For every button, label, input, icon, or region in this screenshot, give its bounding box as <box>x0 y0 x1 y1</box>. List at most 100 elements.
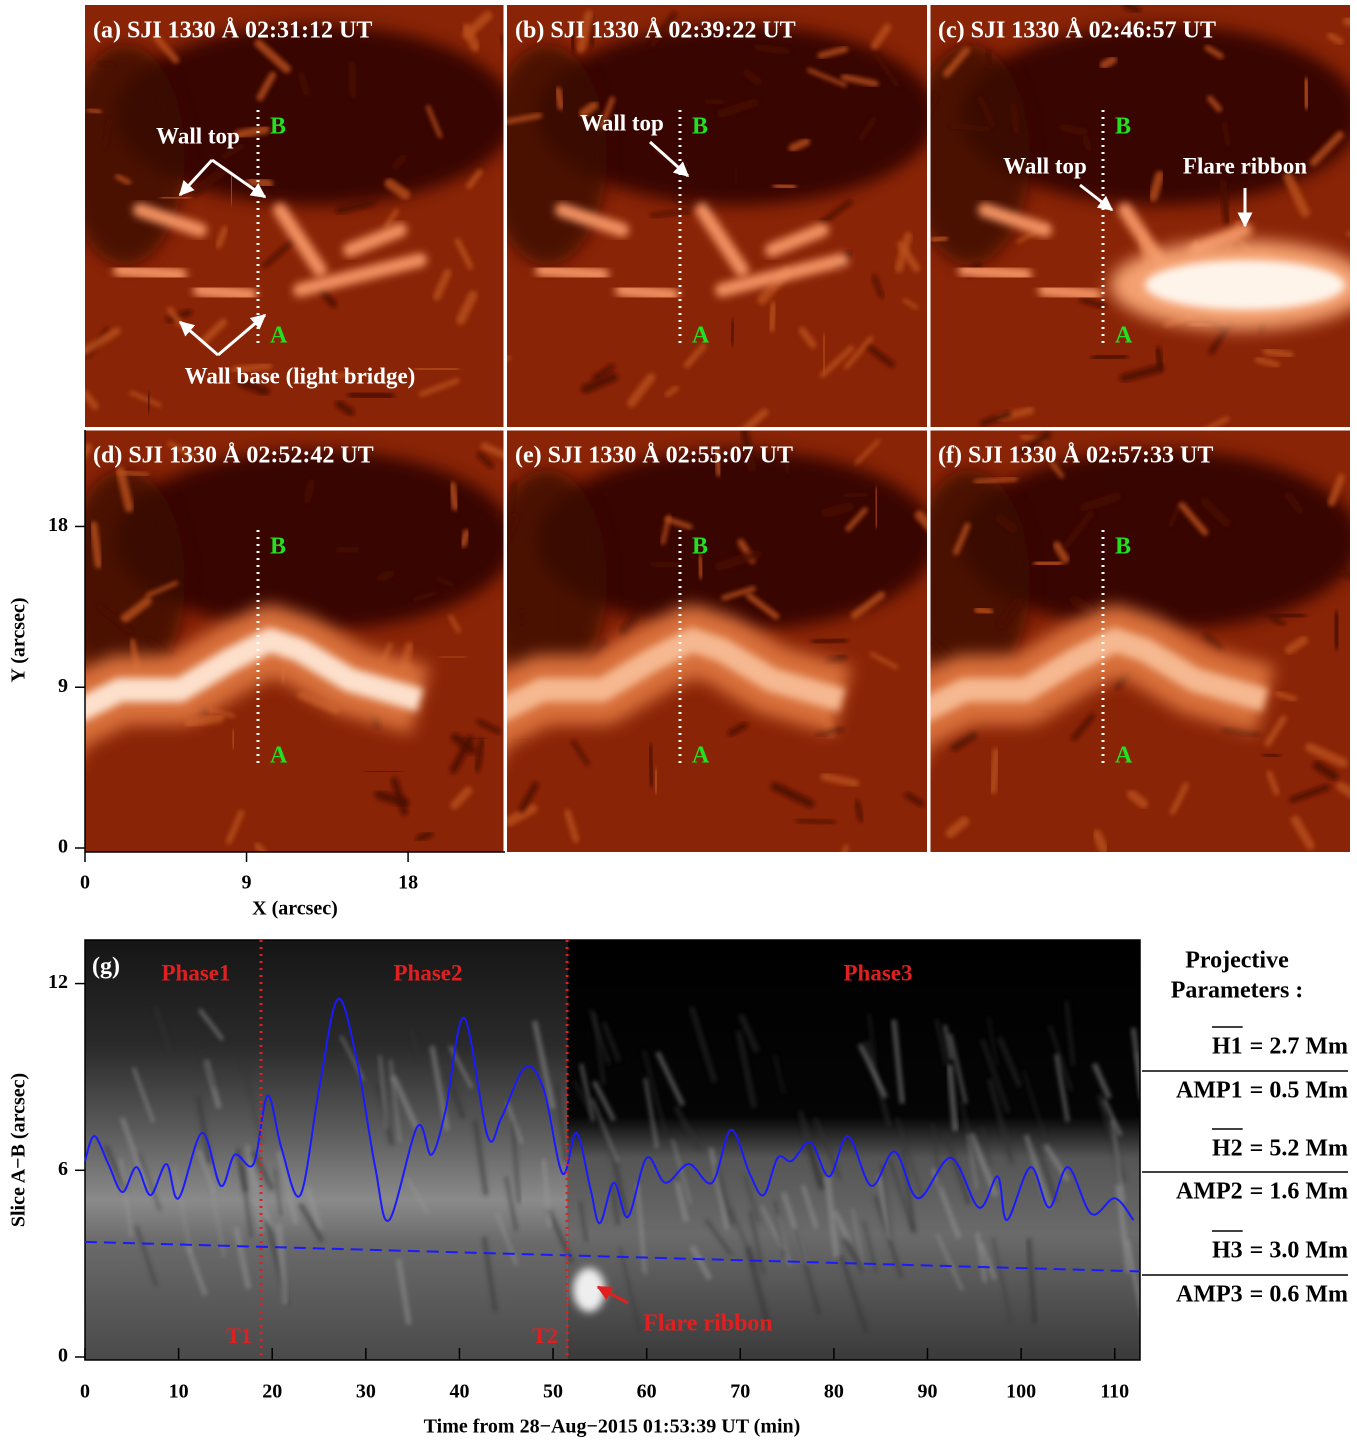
texture <box>546 1208 575 1265</box>
texture <box>870 23 892 50</box>
texture <box>541 1159 553 1228</box>
texture <box>1200 497 1231 528</box>
texture <box>1110 1119 1126 1202</box>
texture <box>1079 492 1122 512</box>
texture <box>980 1039 1011 1114</box>
panel-title: (c) SJI 1330 Å 02:46:57 UT <box>938 18 1216 44</box>
y-tick-label: 18 <box>48 514 68 536</box>
texture <box>1284 635 1309 655</box>
texture <box>867 1013 877 1065</box>
x-tick-label: 20 <box>262 1381 282 1403</box>
texture <box>1283 172 1310 218</box>
texture <box>580 372 618 394</box>
dark-region <box>507 470 607 690</box>
panel-title: (f) SJI 1330 Å 02:57:33 UT <box>938 443 1213 469</box>
bright-loop <box>765 223 829 257</box>
texture <box>987 1016 998 1066</box>
texture <box>935 1233 964 1291</box>
texture <box>414 365 460 373</box>
texture <box>869 652 899 670</box>
bright-loop <box>535 263 609 282</box>
texture <box>409 1028 421 1060</box>
texture <box>1017 430 1052 457</box>
texture <box>841 1237 867 1275</box>
texture <box>795 817 836 825</box>
texture <box>495 1213 519 1266</box>
panel-title: (d) SJI 1330 Å 02:52:42 UT <box>93 443 374 469</box>
time-marker-label: T2 <box>532 1323 558 1348</box>
texture <box>1205 416 1230 427</box>
texture <box>1153 346 1165 371</box>
texture <box>800 1184 819 1230</box>
image-panel: (a) SJI 1330 Å 02:31:12 UT B A <box>85 5 505 427</box>
bright-loop <box>615 283 679 302</box>
annotation: Wall top <box>580 110 664 135</box>
texture <box>404 1176 429 1214</box>
bright-loop <box>555 203 629 237</box>
parameter-value: = 1.6 Mm <box>1250 1179 1348 1205</box>
texture <box>810 636 848 646</box>
texture <box>1099 55 1118 70</box>
ribbon-core <box>930 628 1269 721</box>
texture <box>1092 829 1109 852</box>
texture <box>215 225 229 249</box>
texture <box>1266 770 1280 796</box>
texture <box>518 781 539 813</box>
texture <box>1206 95 1223 113</box>
texture <box>102 117 113 148</box>
texture <box>665 516 693 530</box>
ribbon-core <box>507 628 846 721</box>
texture <box>858 116 877 141</box>
texture <box>854 799 864 822</box>
texture <box>696 554 705 579</box>
texture <box>974 605 994 617</box>
image <box>930 5 1350 427</box>
texture <box>173 1165 192 1253</box>
panel-title: (e) SJI 1330 Å 02:55:07 UT <box>515 443 793 469</box>
x-tick-label: 18 <box>398 872 418 894</box>
texture <box>1049 461 1065 479</box>
texture <box>1264 715 1287 747</box>
texture <box>474 737 485 773</box>
texture <box>988 748 1001 795</box>
texture <box>635 1183 647 1274</box>
texture <box>643 1078 659 1149</box>
texture <box>376 569 395 583</box>
texture <box>118 1158 134 1238</box>
parameters-title: Projective <box>1185 948 1289 974</box>
parameter-name: AMP2 <box>1176 1179 1243 1205</box>
x-axis-label: X (arcsec) <box>252 898 338 920</box>
texture <box>138 1152 162 1212</box>
texture <box>462 10 493 40</box>
dark-region <box>537 450 927 630</box>
texture <box>813 1116 842 1180</box>
texture <box>1025 1238 1038 1324</box>
texture <box>500 34 505 54</box>
bright-loop <box>978 203 1052 237</box>
texture <box>510 1120 521 1204</box>
texture <box>590 1098 620 1163</box>
time-slice-image <box>85 940 1140 1360</box>
parameter-value: = 0.6 Mm <box>1250 1282 1348 1308</box>
texture <box>391 154 407 170</box>
texture <box>1221 122 1231 147</box>
texture <box>817 45 849 59</box>
texture <box>1262 347 1294 359</box>
bright-loop <box>1038 283 1102 302</box>
bright-loop <box>293 253 427 297</box>
texture <box>234 124 270 140</box>
phase-label: Phase2 <box>394 960 463 985</box>
texture <box>250 1150 275 1192</box>
arrow <box>211 158 267 199</box>
texture <box>819 345 855 378</box>
texture <box>1202 632 1224 652</box>
texture <box>450 786 473 810</box>
x-tick-label: 9 <box>242 872 252 894</box>
panel-title: (a) SJI 1330 Å 02:31:12 UT <box>93 18 372 44</box>
texture <box>568 23 578 53</box>
texture <box>507 481 518 514</box>
texture <box>618 1246 642 1333</box>
texture <box>819 199 853 226</box>
texture <box>688 1006 718 1084</box>
